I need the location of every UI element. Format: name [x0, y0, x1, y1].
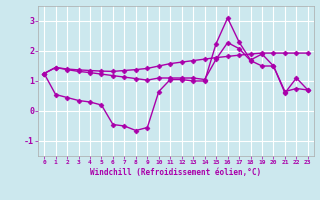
X-axis label: Windchill (Refroidissement éolien,°C): Windchill (Refroidissement éolien,°C) — [91, 168, 261, 177]
